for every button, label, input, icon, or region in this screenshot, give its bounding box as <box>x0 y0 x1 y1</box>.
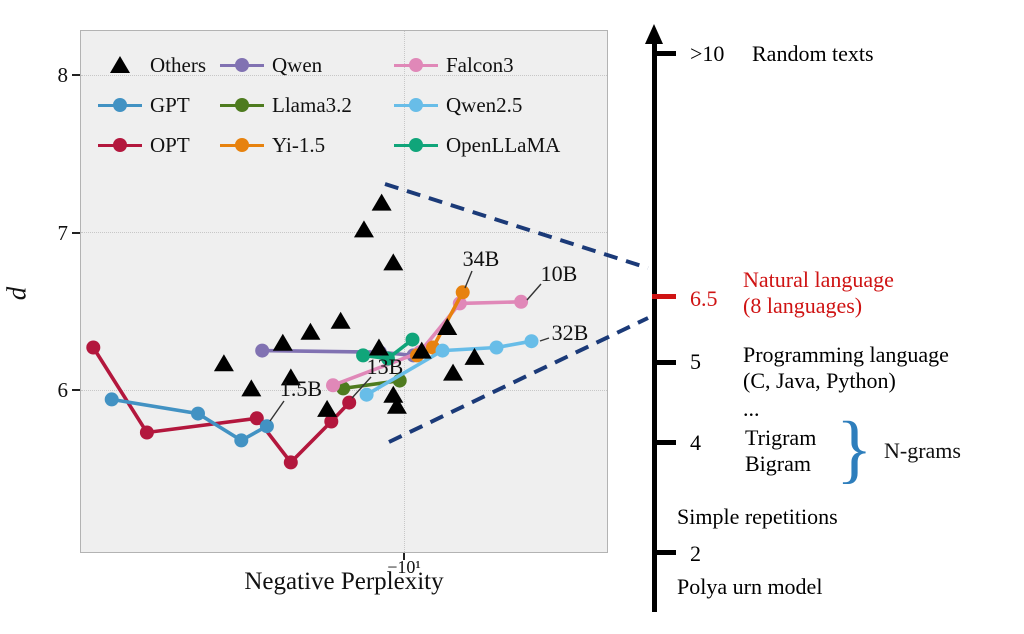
right-scale-label-line: Polya urn model <box>677 574 823 599</box>
line-dot-marker-icon <box>394 132 438 158</box>
right-scale-label: Simple repetitions <box>677 504 838 530</box>
y-tick-mark-7 <box>72 231 80 234</box>
triangle-marker-icon <box>98 52 142 78</box>
legend-label: Falcon3 <box>446 52 514 77</box>
legend-item-opt: OPT <box>98 132 190 158</box>
right-scale-value: >10 <box>690 41 725 66</box>
y-axis-title: d <box>1 286 32 301</box>
legend-label: OpenLLaMA <box>446 132 561 157</box>
right-scale-tick <box>652 51 676 56</box>
line-dot-marker-icon <box>220 92 264 118</box>
legend-dot-icon <box>113 98 127 112</box>
right-scale-value: 6.5 <box>690 286 718 311</box>
right-scale-value: 2 <box>690 541 701 566</box>
ngram-brace-label: N-grams <box>884 438 961 463</box>
line-dot-marker-icon <box>220 132 264 158</box>
right-scale-label: Polya urn model <box>677 574 822 600</box>
legend-label: Qwen <box>272 52 323 77</box>
line-dot-marker-icon <box>98 132 142 158</box>
legend-item-qwen: Qwen <box>220 52 322 78</box>
right-scale-tick <box>652 440 676 445</box>
legend-label: Yi-1.5 <box>272 132 326 157</box>
line-dot-marker-icon <box>394 52 438 78</box>
right-scale-label-line: Trigram <box>745 425 817 450</box>
right-axis-line <box>652 40 657 612</box>
legend-item-llama3-2: Llama3.2 <box>220 92 352 118</box>
line-dot-marker-icon <box>394 92 438 118</box>
right-axis-arrow-icon <box>645 24 663 44</box>
legend-dot-icon <box>409 58 423 72</box>
x-tick-mark <box>403 553 405 560</box>
right-scale-value: 5 <box>690 349 701 374</box>
right-scale-label-line: Programming language <box>743 342 949 367</box>
plot-area <box>80 30 608 553</box>
right-scale-label-line: (8 languages) <box>743 293 863 318</box>
line-dot-marker-icon <box>98 92 142 118</box>
gridline-y-7 <box>81 232 607 233</box>
legend-item-falcon3: Falcon3 <box>394 52 514 78</box>
legend-dot-icon <box>235 58 249 72</box>
y-tick-label-8: 8 <box>57 63 69 87</box>
legend-label: Llama3.2 <box>272 92 352 117</box>
right-scale-label-line: Natural language <box>743 267 894 292</box>
right-scale-value: 4 <box>690 430 701 455</box>
legend-label: GPT <box>150 92 190 117</box>
y-tick-label-6: 6 <box>57 378 69 402</box>
line-dot-marker-icon <box>220 52 264 78</box>
right-scale-label-line: Bigram <box>745 451 811 476</box>
right-scale-tick <box>652 550 676 555</box>
gridline-x <box>403 31 405 552</box>
x-axis-title: Negative Perplexity <box>244 568 444 595</box>
legend-label: Others <box>150 52 206 77</box>
right-scale-label: Natural language (8 languages) <box>743 267 894 319</box>
ngram-brace-icon: } <box>836 407 873 491</box>
legend-item-gpt: GPT <box>98 92 190 118</box>
x-tick-label: −10¹ <box>387 557 421 577</box>
legend-item-openllama: OpenLLaMA <box>394 132 560 158</box>
legend-label: Qwen2.5 <box>446 92 523 117</box>
y-tick-mark-8 <box>72 74 80 76</box>
legend-dot-icon <box>113 138 127 152</box>
right-scale-label-line: (C, Java, Python) <box>743 368 896 393</box>
legend-label: OPT <box>150 132 190 157</box>
legend-dot-icon <box>235 138 249 152</box>
y-tick-label-7: 7 <box>57 220 69 245</box>
legend-dot-icon <box>235 98 249 112</box>
legend-item-qwen2-5: Qwen2.5 <box>394 92 522 118</box>
legend-item-others: Others <box>98 52 206 78</box>
gridline-y-6 <box>81 389 607 391</box>
right-scale-tick <box>652 294 676 299</box>
right-scale-label: Programming language (C, Java, Python) <box>743 342 949 394</box>
right-scale-label: ... <box>743 396 760 422</box>
legend-dot-icon <box>409 138 423 152</box>
gridline-y-8 <box>81 74 607 76</box>
others-triangle-icon <box>110 56 130 73</box>
right-scale-label-line: Simple repetitions <box>677 504 838 529</box>
right-scale-label: Trigram Bigram <box>745 425 816 477</box>
right-scale-tick <box>652 360 676 365</box>
right-scale-label: Random texts <box>752 41 874 67</box>
right-scale-label-line: Random texts <box>752 41 874 66</box>
right-scale-label-line: ... <box>743 396 760 421</box>
y-tick-mark-6 <box>72 389 80 391</box>
legend-dot-icon <box>409 98 423 112</box>
legend-item-yi-1-5: Yi-1.5 <box>220 132 325 158</box>
